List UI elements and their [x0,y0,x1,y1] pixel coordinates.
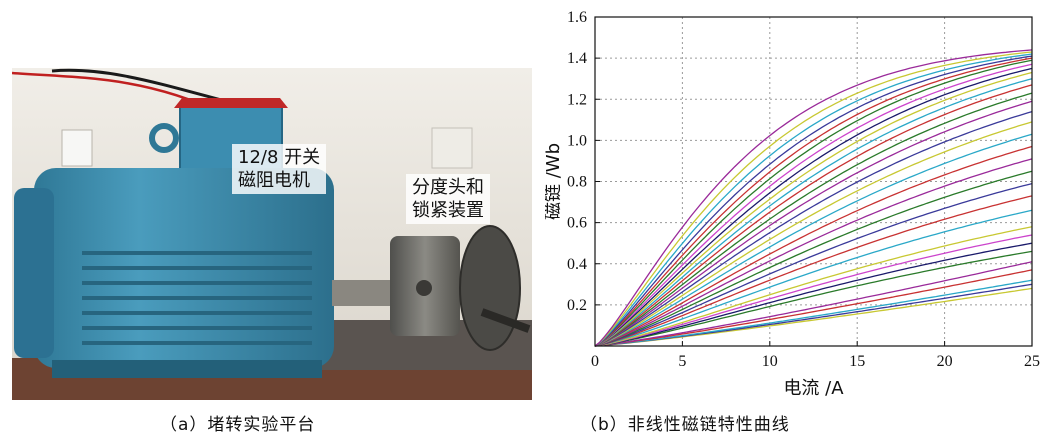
flux-curve [594,53,1033,347]
motor-foot [52,360,322,378]
chuck-jaw [416,280,432,296]
y-tick-label: 0.2 [567,297,587,314]
x-tick-label: 10 [762,353,778,370]
x-tick-label: 15 [849,353,865,370]
flux-curve [594,63,1033,347]
test-bench-illustration [12,68,532,400]
y-tick-label: 0.6 [567,215,587,232]
y-tick-label: 1.0 [567,132,587,149]
flux-curve [594,78,1033,347]
flux-curve [594,269,1033,347]
motor-label-line2: 磁阻电机 [238,170,310,191]
flux-curve [594,57,1033,347]
flux-curve [594,242,1033,347]
motor-shaft [332,280,392,306]
wall-socket [61,129,93,167]
y-tick-label: 1.6 [567,9,587,26]
caption-b: （b）非线性磁链特性曲线 [580,415,790,435]
chart-ticks: 0 5 10 15 20 25 0.2 0.4 0.6 0.8 1.0 1.2 1.4 1.6 [567,9,1040,370]
device-label: 分度头和 锁紧装置 [406,174,490,224]
flux-curve [594,170,1033,347]
x-tick-label: 5 [678,353,686,370]
flux-curve [594,110,1033,347]
wall-socket-right [431,127,473,169]
motor-endcap [14,188,54,358]
flux-curve [594,209,1033,347]
flux-curve [594,84,1033,347]
x-axis-title: 电流 /A [783,378,844,399]
flux-curve [594,92,1033,347]
flux-curve [594,55,1033,347]
flux-curve [594,71,1033,347]
y-tick-label: 1.2 [567,91,587,108]
terminal-box-top [174,98,288,108]
flux-curve [594,226,1033,347]
lifting-eye [149,123,179,153]
motor-label: 12/8 开关 磁阻电机 [232,144,327,194]
chart-series [594,49,1033,347]
flux-curve [594,59,1033,347]
flux-curve [594,261,1033,347]
x-tick-label: 0 [591,353,599,370]
flux-curve [594,133,1033,347]
test-bench-photo: 12/8 开关 磁阻电机 分度头和 锁紧装置 [12,68,532,400]
flux-curve [594,195,1033,347]
flux-curve [594,67,1033,347]
x-tick-label: 20 [937,353,953,370]
motor-label-line1: 12/8 开关 [238,147,321,168]
flux-curve [594,51,1033,347]
locking-handle [480,308,531,333]
device-label-line2: 锁紧装置 [412,200,484,221]
flux-curve [594,121,1033,347]
flux-curve [594,279,1033,347]
flux-curve [594,250,1033,347]
x-tick-label: 25 [1024,353,1040,370]
flux-curve [594,49,1033,347]
flux-curve [594,234,1033,347]
cooling-fins [82,251,312,345]
device-label-line1: 分度头和 [412,177,484,198]
flux-linkage-svg: 0 5 10 15 20 25 0.2 0.4 0.6 0.8 1.0 1.2 1.4 1.6 电流 /A… [545,9,1040,399]
flux-linkage-chart: 0 5 10 15 20 25 0.2 0.4 0.6 0.8 1.0 1.2 1.4 1.6 电流 /A… [545,0,1057,405]
caption-a: （a）堵转实验平台 [160,415,316,435]
y-tick-label: 1.4 [567,50,587,67]
flux-curve [594,145,1033,347]
flux-curve [594,158,1033,347]
dividing-head-plate [459,225,521,351]
flux-curve [594,100,1033,347]
y-tick-label: 0.8 [567,174,587,191]
y-axis-title: 磁链 /Wb [545,143,564,220]
flux-curve [594,182,1033,347]
y-tick-label: 0.4 [567,256,587,273]
